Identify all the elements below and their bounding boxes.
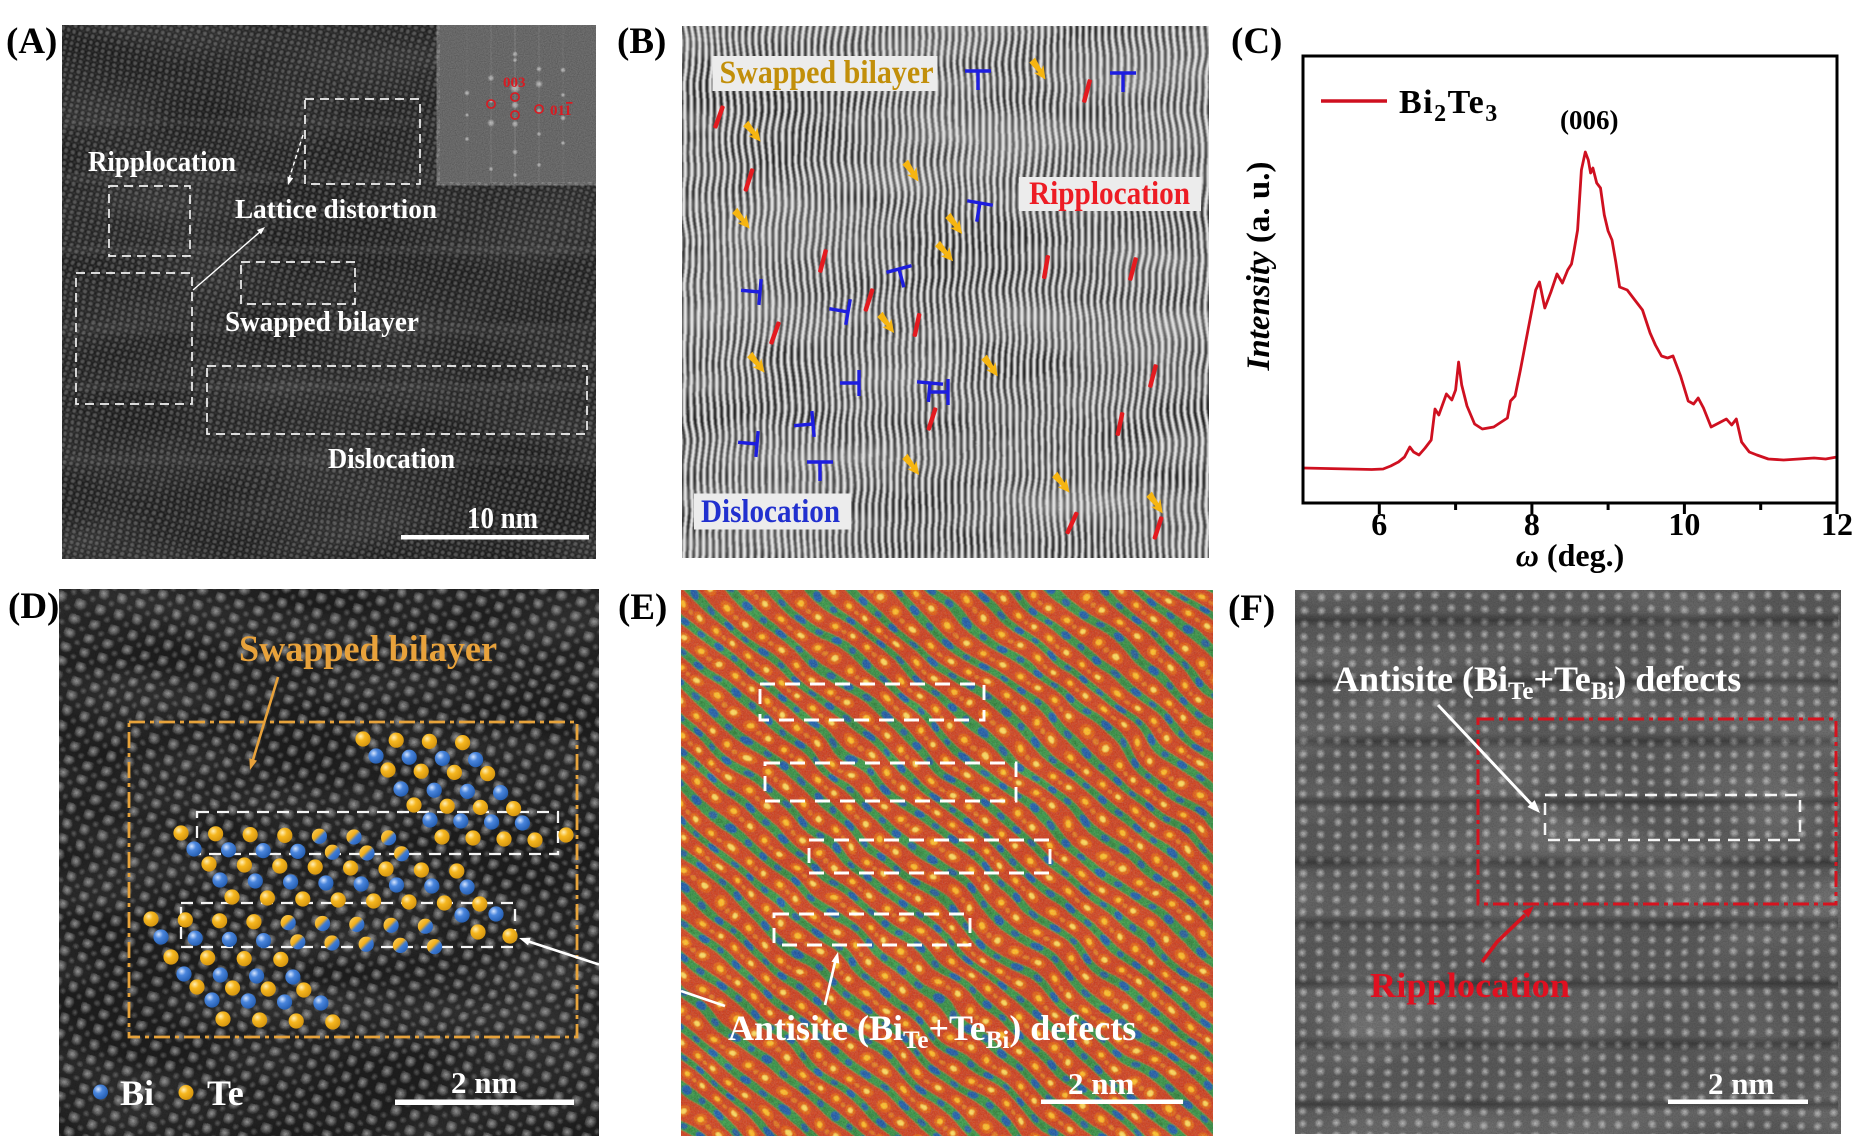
svg-text:Bi2Te3: Bi2Te3 — [1399, 84, 1499, 127]
svg-text:Antisite (BiTe+TeBi) defects: Antisite (BiTe+TeBi) defects — [1333, 659, 1741, 705]
svg-text:(006): (006) — [1560, 105, 1618, 135]
svg-text:Bi: Bi — [120, 1073, 154, 1113]
svg-text:Intensity (a. u.): Intensity (a. u.) — [1241, 161, 1277, 371]
svg-text:Ripplocation: Ripplocation — [1029, 176, 1190, 212]
svg-text:10 nm: 10 nm — [467, 500, 538, 535]
svg-text:Ripplocation: Ripplocation — [1370, 966, 1570, 1005]
svg-text:Swapped bilayer: Swapped bilayer — [225, 307, 419, 338]
svg-text:Antisite (BiTe+TeBi) defects: Antisite (BiTe+TeBi) defects — [728, 1008, 1136, 1054]
svg-text:Te: Te — [207, 1073, 244, 1113]
svg-text:Swapped bilayer: Swapped bilayer — [239, 629, 497, 670]
svg-text:2 nm: 2 nm — [1708, 1066, 1774, 1101]
svg-text:8: 8 — [1524, 506, 1540, 542]
svg-text:2 nm: 2 nm — [1068, 1066, 1134, 1101]
svg-text:Lattice distortion: Lattice distortion — [235, 194, 437, 224]
svg-text:10: 10 — [1668, 506, 1700, 542]
svg-text:Ripplocation: Ripplocation — [88, 147, 236, 178]
svg-text:Dislocation: Dislocation — [701, 494, 840, 530]
svg-text:6: 6 — [1371, 506, 1387, 542]
svg-text:2 nm: 2 nm — [451, 1065, 517, 1100]
svg-text:003: 003 — [503, 75, 526, 91]
svg-text:ω (deg.): ω (deg.) — [1516, 537, 1624, 573]
svg-text:Swapped bilayer: Swapped bilayer — [720, 55, 934, 91]
svg-text:Dislocation: Dislocation — [328, 444, 455, 475]
svg-text:12: 12 — [1821, 506, 1853, 542]
svg-text:011: 011 — [550, 103, 572, 119]
